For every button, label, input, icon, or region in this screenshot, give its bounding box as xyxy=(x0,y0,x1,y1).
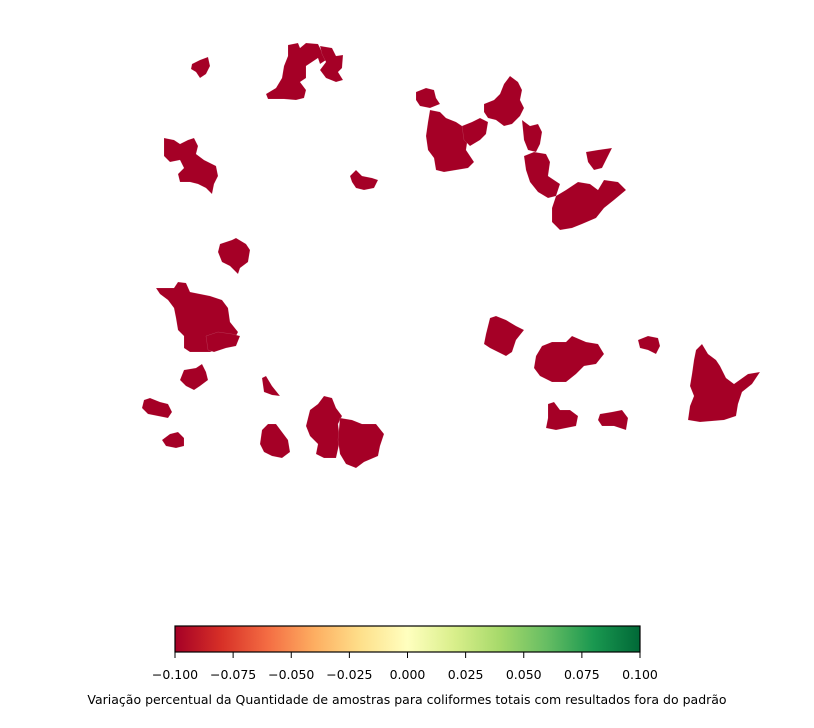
map-region xyxy=(141,397,173,419)
colorbar-tick-label: 0.025 xyxy=(448,667,484,682)
map-region xyxy=(319,45,344,83)
map-region xyxy=(585,147,613,171)
map-region xyxy=(337,417,385,469)
colorbar-tick-label: 0.100 xyxy=(622,667,658,682)
map-region xyxy=(190,56,211,79)
map-region xyxy=(425,109,475,173)
colorbar-tick-label: 0.075 xyxy=(564,667,600,682)
map-region xyxy=(523,151,561,199)
colorbar: −0.100 −0.075 −0.050 −0.025 0.000 0.025 0.050 0… xyxy=(87,625,727,707)
colorbar-tick-label: 0.000 xyxy=(390,667,426,682)
map-region xyxy=(461,117,489,147)
colorbar-ticks: −0.100 −0.075 −0.050 −0.025 0.000 0.025 0.050 0… xyxy=(152,652,658,682)
colorbar-tick-label: −0.025 xyxy=(326,667,372,682)
map-region xyxy=(637,335,661,355)
map-region xyxy=(483,315,525,357)
map-region xyxy=(545,401,579,431)
map-region xyxy=(349,169,379,191)
map-region xyxy=(179,363,209,391)
colorbar-tick-label: 0.050 xyxy=(506,667,542,682)
colorbar-tick-label: −0.050 xyxy=(268,667,314,682)
map-region xyxy=(261,375,281,397)
map-region xyxy=(305,395,343,459)
map-region xyxy=(483,75,525,127)
map-region xyxy=(205,331,241,353)
map-region xyxy=(533,335,605,383)
map-region xyxy=(259,423,291,459)
colorbar-label: Variação percentual da Quantidade de amo… xyxy=(87,692,726,707)
colorbar-tick-label: −0.100 xyxy=(152,667,198,682)
map-region xyxy=(551,179,627,231)
map-region xyxy=(521,119,543,153)
map-region xyxy=(415,87,441,109)
map-region xyxy=(217,237,251,275)
map-region xyxy=(161,431,185,449)
map-region xyxy=(597,409,629,431)
map-region xyxy=(163,137,219,195)
map-regions xyxy=(141,42,761,469)
map-region xyxy=(265,42,327,101)
colorbar-tick-label: −0.075 xyxy=(210,667,256,682)
colorbar-gradient xyxy=(175,626,640,652)
map-region xyxy=(687,343,761,423)
